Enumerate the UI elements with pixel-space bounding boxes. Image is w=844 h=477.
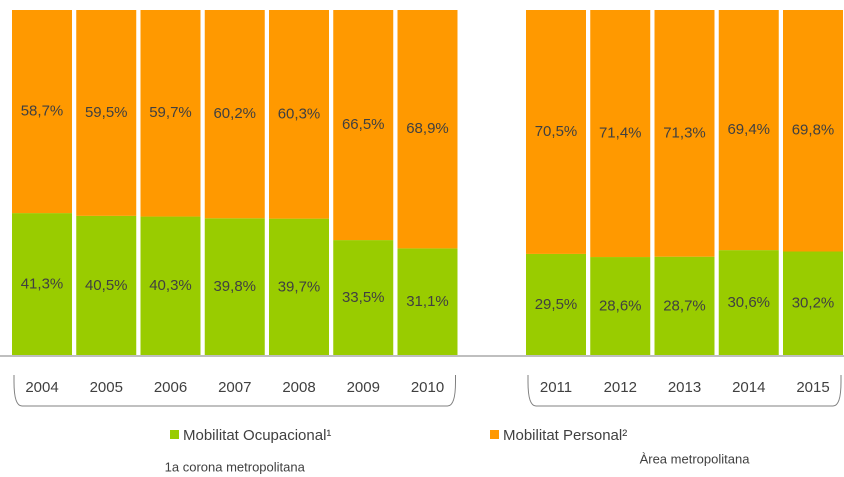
bar-segment [526,253,586,356]
bar-segment [783,10,843,252]
group-bracket [13,375,456,407]
group-label: 1a corona metropolitana [165,459,306,474]
bar-segment [333,10,394,241]
value-label: 60,3% [278,105,321,122]
value-label: 68,9% [406,120,449,137]
x-tick-label: 2007 [218,379,251,396]
value-label: 30,6% [727,294,770,311]
bar-segment [654,256,715,356]
value-label: 69,8% [792,122,835,139]
value-label: 66,5% [342,116,385,133]
bar-segment [783,251,843,356]
value-label: 30,2% [792,295,835,312]
bar-segment [12,213,72,356]
bar-segment [397,248,458,356]
bar-segment [269,10,329,219]
bar-segment [590,257,651,356]
legend-swatch [490,430,499,439]
bar-segment [590,10,651,258]
x-tick-label: 2005 [90,379,123,396]
value-label: 69,4% [727,121,770,138]
x-tick-label: 2009 [347,379,380,396]
value-label: 39,8% [213,278,256,295]
value-label: 28,6% [599,297,642,314]
value-label: 71,3% [663,124,706,141]
value-label: 40,5% [85,277,128,294]
bar-segment [76,10,137,216]
value-label: 59,5% [85,104,128,121]
x-tick-label: 2008 [282,379,315,396]
value-label: 58,7% [21,103,64,120]
bar-segment [204,218,265,356]
legend-label: Mobilitat Ocupacional¹ [183,427,331,444]
value-label: 33,5% [342,289,385,306]
bar-segment [140,10,201,217]
bar-segment [269,218,329,356]
value-label: 60,2% [213,105,256,122]
x-tick-label: 2010 [411,379,444,396]
value-label: 39,7% [278,278,321,295]
value-label: 71,4% [599,124,642,141]
group-bracket [527,375,842,407]
legend-label: Mobilitat Personal² [503,427,627,444]
x-tick-label: 2013 [668,379,701,396]
value-label: 40,3% [149,277,192,294]
bar-segment [333,240,394,356]
value-label: 70,5% [535,123,578,140]
bar-segment [654,10,715,257]
bar-segment [718,250,779,356]
x-tick-label: 2011 [540,379,572,396]
value-label: 59,7% [149,104,192,121]
value-label: 41,3% [21,276,64,293]
x-tick-label: 2012 [604,379,637,396]
bar-segment [204,10,265,219]
value-label: 31,1% [406,293,449,310]
x-tick-label: 2014 [732,379,765,396]
legend-swatch [170,430,179,439]
bar-segment [140,216,201,356]
bar-segment [12,10,72,214]
bar-segment [526,10,586,254]
x-tick-label: 2006 [154,379,187,396]
value-label: 29,5% [535,296,578,313]
bar-segment [76,215,137,356]
x-tick-label: 2015 [796,379,829,396]
x-tick-label: 2004 [25,379,58,396]
bar-segment [718,10,779,251]
bar-segment [397,10,458,249]
value-label: 28,7% [663,297,706,314]
group-label: Àrea metropolitana [640,451,751,466]
